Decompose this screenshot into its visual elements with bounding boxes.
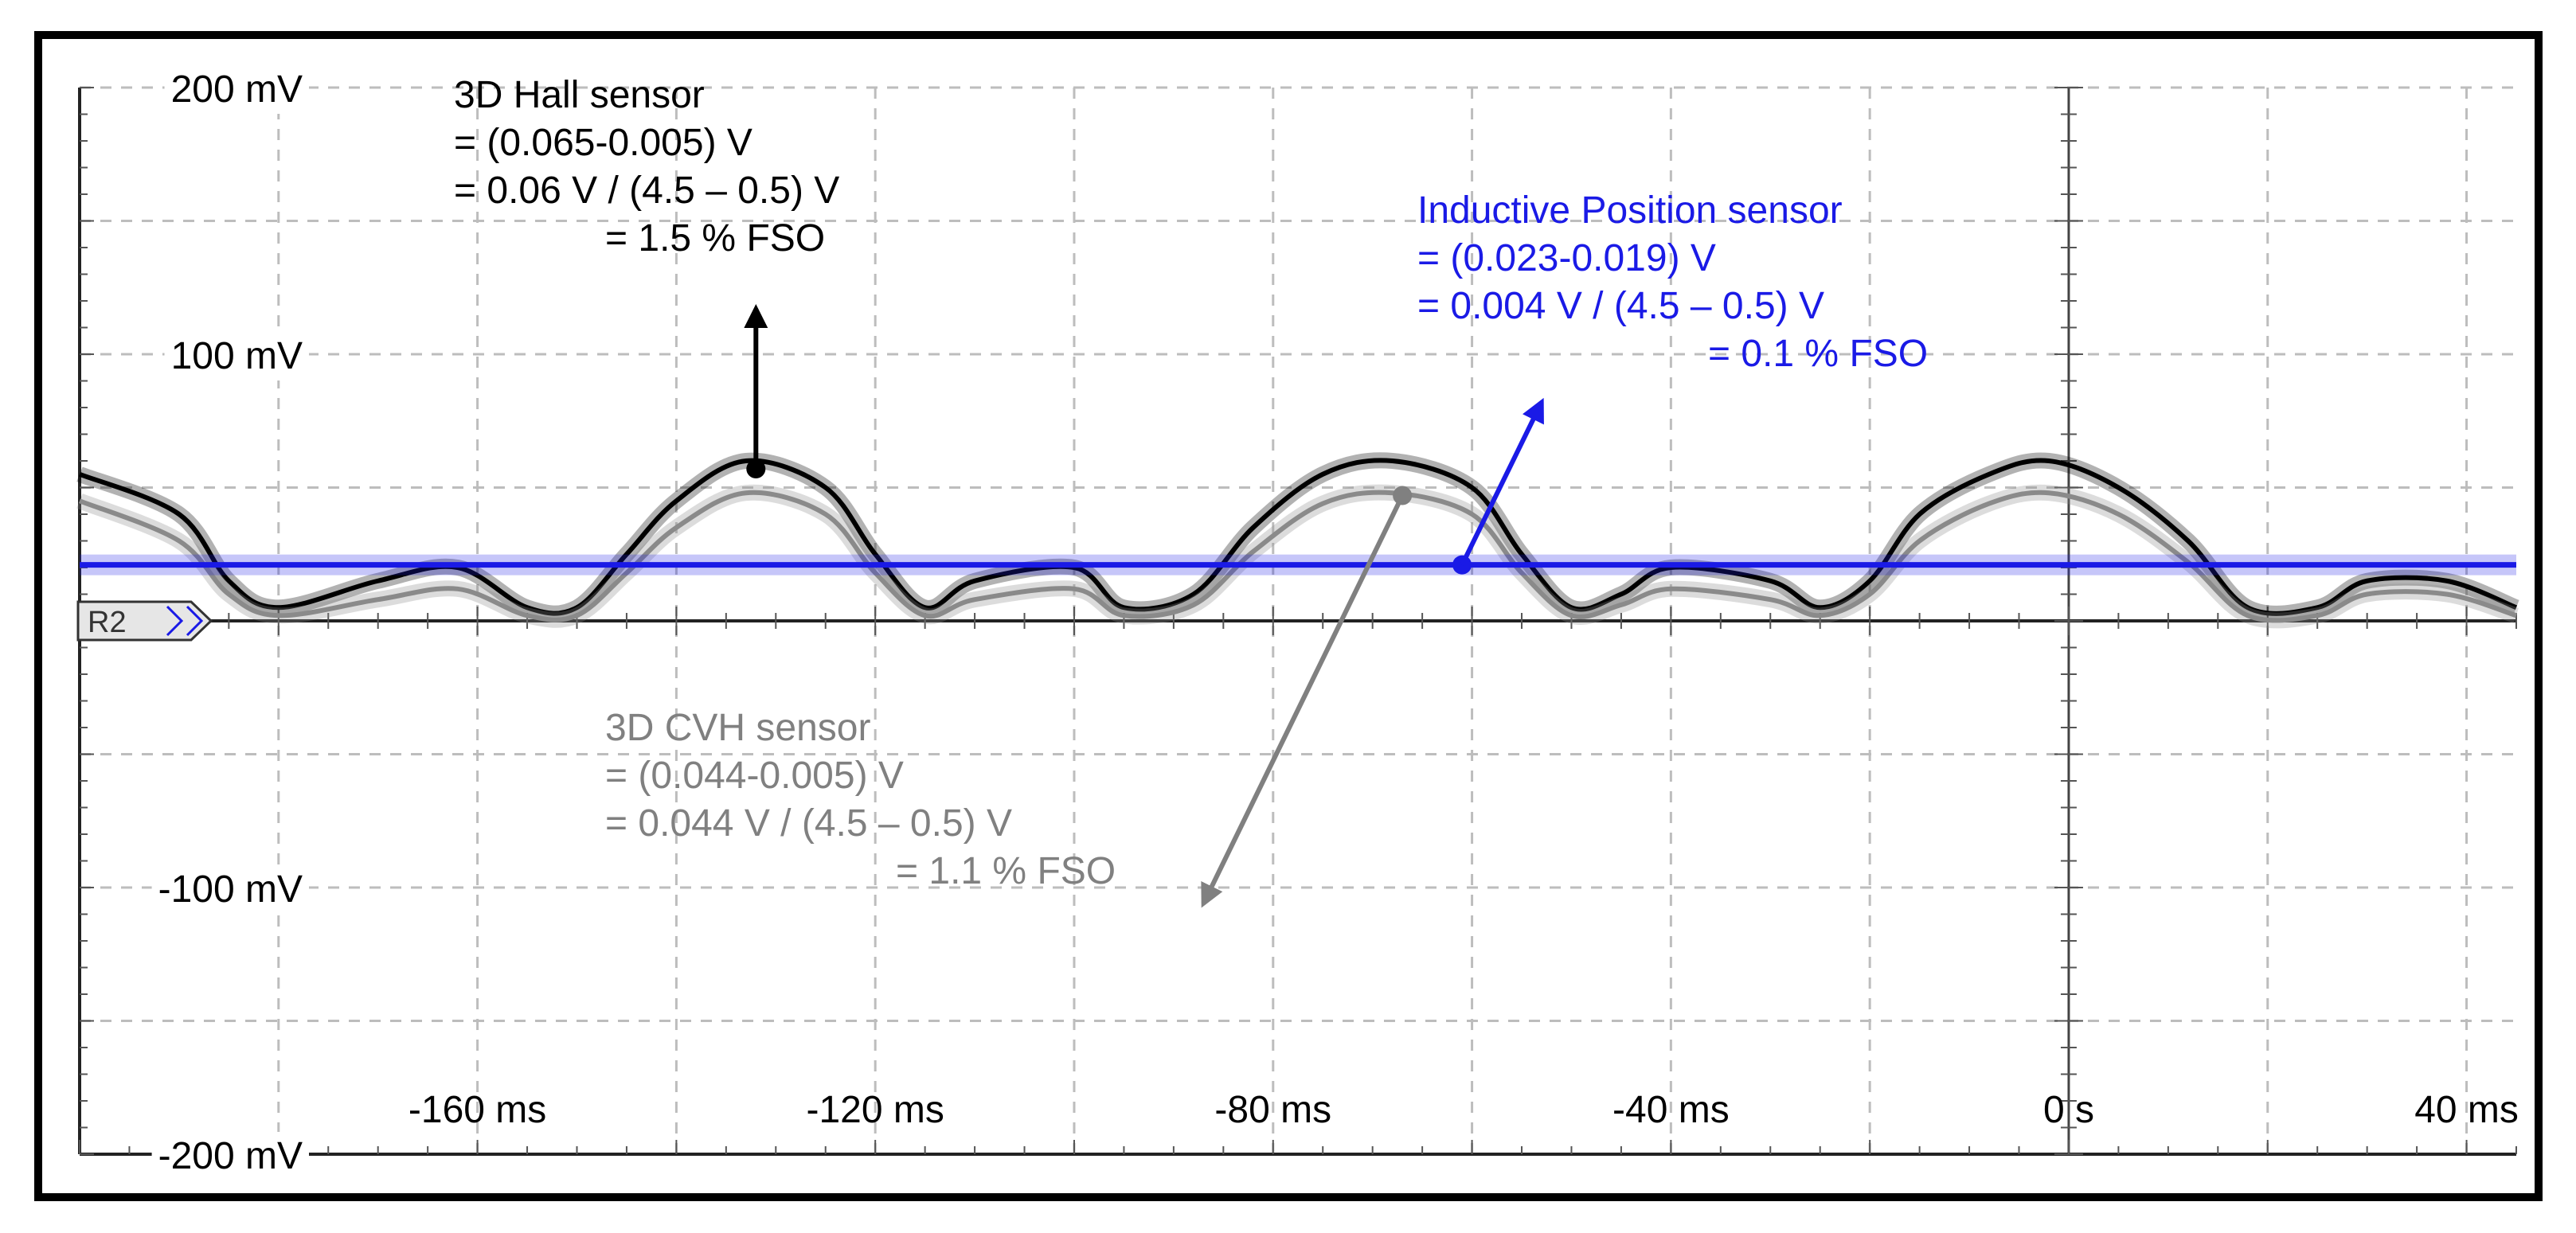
x-tick-label: -160 ms: [408, 1089, 546, 1131]
axes: R2: [76, 87, 2517, 1156]
x-tick-label: 40 ms: [2414, 1089, 2519, 1131]
y-tick-label: 200 mV: [171, 68, 303, 111]
reference-marker-label: R2: [88, 606, 127, 639]
annotation-line: = 0.004 V / (4.5 – 0.5) V: [1417, 285, 1824, 327]
annotation-title: Inductive Position sensor: [1417, 189, 1843, 232]
y-tick-label: -200 mV: [158, 1135, 303, 1177]
annotation-line: = (0.023-0.019) V: [1417, 237, 1716, 279]
annotation-cvh: 3D CVH sensor = (0.044-0.005) V = 0.044 V …: [605, 486, 1413, 908]
annotation-line: = (0.065-0.005) V: [454, 122, 752, 164]
annotation-inductive: Inductive Position sensor = (0.023-0.019)…: [1417, 189, 1928, 575]
x-tick-label: -80 ms: [1214, 1089, 1331, 1131]
annotation-hall: 3D Hall sensor = (0.065-0.005) V = 0.06 V …: [454, 74, 839, 479]
y-tick-label-bg: [164, 332, 309, 380]
tick-labels: 200 mV 100 mV -100 mV -200 mV -160 ms -120 ms…: [151, 65, 2519, 1180]
annotation-line: = 0.06 V / (4.5 – 0.5) V: [454, 170, 839, 212]
annotation-arrow: [1460, 397, 1544, 566]
annotation-line: = 1.1 % FSO: [896, 850, 1116, 892]
reference-marker: [76, 600, 213, 642]
annotation-title: 3D Hall sensor: [454, 74, 705, 116]
reference-marker-chevron: [186, 605, 204, 637]
annotation-title: 3D CVH sensor: [605, 707, 870, 749]
series-line-3d-cvh-sensor: [78, 490, 2517, 623]
annotation-line: = 1.5 % FSO: [605, 217, 825, 259]
annotation-arrow: [1201, 494, 1405, 908]
y-tick-label: -100 mV: [158, 868, 303, 911]
y-tick-label-bg: [164, 65, 309, 114]
annotation-line: = 0.1 % FSO: [1708, 333, 1928, 375]
y-tick-label-bg: [151, 865, 309, 914]
y-tick-label-bg: [151, 1132, 309, 1180]
series-traces: [76, 452, 2519, 629]
reference-marker-chevron: [166, 605, 184, 637]
y-tick-label: 100 mV: [171, 335, 303, 377]
x-tick-label: -120 ms: [806, 1089, 944, 1131]
outer-frame: [34, 31, 2543, 1201]
annotation-line: = 0.044 V / (4.5 – 0.5) V: [605, 802, 1012, 845]
x-tick-label: -40 ms: [1612, 1089, 1730, 1131]
x-tick-label: 0 s: [2043, 1089, 2094, 1131]
annotations: 3D Hall sensor = (0.065-0.005) V = 0.06 V …: [454, 74, 1928, 908]
annotation-line: = (0.044-0.005) V: [605, 755, 904, 797]
series-line-3d-hall-sensor: [78, 458, 2518, 616]
grid: [80, 86, 2516, 1154]
